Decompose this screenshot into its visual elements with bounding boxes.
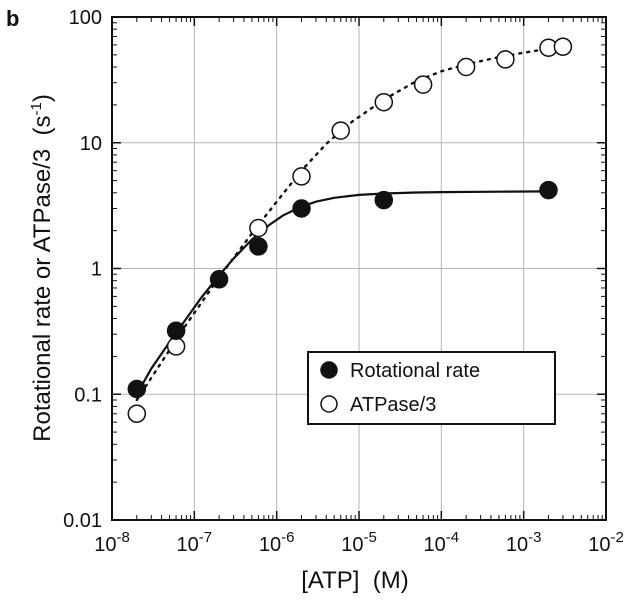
x-tick-labels: 10-8 10-7 10-6 10-5 10-4 10-3 10-2 [94, 529, 624, 556]
legend-marker-filled [320, 361, 338, 379]
point-atpase [331, 121, 350, 140]
y-tick-label: 1 [91, 259, 102, 281]
x-tick-label: 10-6 [259, 529, 295, 556]
x-tick-label: 10-2 [588, 529, 624, 556]
point-atpase [127, 404, 147, 423]
point-rotational-rate [539, 180, 558, 200]
x-tick-label: 10-3 [506, 529, 542, 556]
point-rotational-rate [292, 199, 311, 218]
y-tick-label: 10 [80, 133, 102, 155]
y-axis-title-sup: -1 [28, 102, 45, 115]
y-tick-label: 0.1 [74, 384, 102, 406]
point-rotational-rate [249, 237, 268, 256]
y-tick-label: 100 [69, 7, 102, 29]
point-atpase [249, 218, 268, 238]
y-tick-labels: 0.01 0.1 1 10 100 [63, 7, 102, 532]
y-tick-label: 0.01 [63, 510, 102, 532]
y-axis-title-end: ) [29, 94, 56, 102]
axis-ticks [111, 16, 607, 521]
x-axis-title: [ATP] (M) [301, 567, 409, 594]
point-rotational-rate [166, 321, 186, 340]
legend-marker-open [320, 395, 338, 413]
point-atpase [456, 57, 476, 77]
point-atpase [496, 50, 515, 69]
grid [112, 17, 606, 520]
panel-letter: b [6, 6, 19, 31]
data-points [127, 37, 573, 423]
point-atpase [413, 75, 433, 94]
x-tick-label: 10-8 [94, 529, 130, 556]
legend-label-atpase: ATPase/3 [350, 394, 436, 416]
x-tick-label: 10-4 [424, 529, 460, 556]
point-rotational-rate [374, 190, 394, 210]
point-atpase [166, 337, 186, 356]
point-atpase [292, 167, 311, 186]
point-atpase [374, 92, 394, 112]
fit-line-atpase [135, 45, 565, 402]
point-rotational-rate [209, 270, 229, 289]
point-rotational-rate [127, 379, 147, 399]
point-atpase [553, 37, 573, 56]
legend-label-rotational-rate: Rotational rate [350, 360, 480, 382]
fit-line-rotational-rate [135, 190, 549, 395]
legend: Rotational rate ATPase/3 [307, 351, 556, 425]
x-tick-label: 10-7 [177, 529, 213, 556]
x-tick-label: 10-5 [341, 529, 377, 556]
fit-lines [135, 45, 565, 402]
legend-box [307, 351, 556, 425]
y-axis-title: Rotational rate or ATPase/3 (s-1) [28, 94, 56, 442]
y-axis-title-main: Rotational rate or ATPase/3 (s [29, 115, 56, 441]
